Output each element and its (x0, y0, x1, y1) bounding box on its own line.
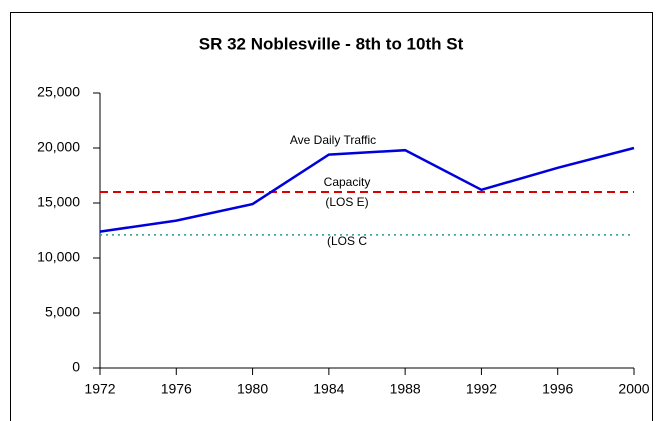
y-tick-label: 10,000 (37, 249, 80, 265)
x-tick-label: 1980 (237, 381, 268, 397)
x-tick-label: 2000 (618, 381, 649, 397)
x-tick-label: 1988 (390, 381, 421, 397)
x-tick-label: 1976 (161, 381, 192, 397)
y-tick-label: 15,000 (37, 194, 80, 210)
x-tick-label: 1972 (84, 381, 115, 397)
y-tick-label: 0 (72, 359, 80, 375)
chart-frame (10, 12, 653, 421)
x-tick-label: 1996 (542, 381, 573, 397)
reference-label: (LOS E) (325, 195, 368, 209)
y-tick-label: 20,000 (37, 139, 80, 155)
y-tick-label: 5,000 (45, 304, 80, 320)
reference-label: Capacity (324, 175, 371, 189)
chart-title: SR 32 Noblesville - 8th to 10th St (199, 34, 464, 53)
y-tick-label: 25,000 (37, 84, 80, 100)
data-line (99, 146, 635, 233)
series-label: Ave Daily Traffic (290, 133, 376, 147)
x-tick-label: 1984 (313, 381, 344, 397)
reference-label: (LOS C (327, 234, 367, 248)
x-tick-label: 1992 (466, 381, 497, 397)
